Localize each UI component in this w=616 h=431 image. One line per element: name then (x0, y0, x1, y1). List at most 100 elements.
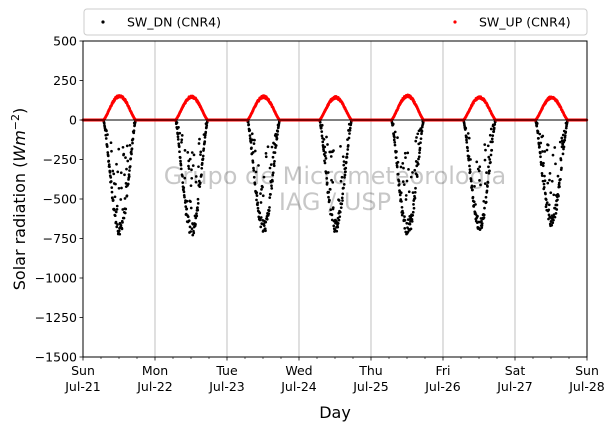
data-point (325, 176, 329, 180)
data-point (336, 221, 340, 225)
data-point (547, 213, 551, 217)
data-point (324, 157, 328, 160)
data-point (255, 191, 259, 194)
data-point (483, 206, 486, 210)
data-point (477, 169, 481, 173)
data-point (321, 140, 325, 144)
data-point (195, 214, 199, 218)
data-point (132, 129, 136, 133)
data-point (111, 169, 115, 173)
data-point (180, 138, 184, 142)
data-point (261, 185, 264, 189)
data-point (200, 166, 204, 170)
data-point (416, 132, 420, 136)
x-tick-label-date: Jul-27 (496, 379, 533, 394)
data-point (483, 158, 487, 162)
data-point (340, 202, 344, 206)
data-point (543, 150, 547, 153)
data-point (485, 189, 489, 193)
data-point (548, 178, 551, 182)
data-point (489, 160, 492, 164)
y-tick-label: −500 (43, 192, 77, 207)
data-point (403, 226, 407, 230)
data-point (539, 155, 542, 159)
data-point (395, 165, 399, 169)
data-point (268, 206, 271, 209)
x-tick-label-date: Jul-21 (64, 379, 101, 394)
data-point (332, 149, 335, 152)
data-point (199, 150, 203, 154)
data-point (348, 132, 351, 135)
plot-area (83, 41, 587, 357)
data-point (199, 153, 202, 156)
data-point (264, 220, 268, 224)
data-point (332, 224, 336, 228)
data-point (492, 130, 496, 134)
data-point (553, 215, 557, 219)
data-point (180, 134, 184, 137)
data-point (399, 191, 403, 195)
data-point (269, 193, 272, 196)
data-point (561, 152, 565, 156)
data-point (107, 163, 111, 166)
data-point (538, 132, 542, 136)
data-point (411, 191, 415, 194)
data-point (190, 176, 194, 180)
y-axis: 500 250 0 −250 −500 −750 −1000 −1250 −1500 (35, 34, 83, 365)
data-point (189, 230, 193, 233)
data-point (544, 198, 548, 201)
data-point (200, 173, 203, 177)
data-point (115, 225, 119, 229)
x-axis: SunJul-21MonJul-22TueJul-23WedJul-24ThuJ… (64, 357, 605, 394)
data-point (471, 195, 475, 199)
data-point (540, 174, 544, 177)
data-point (554, 162, 557, 166)
data-point (478, 165, 482, 169)
data-point (256, 201, 260, 205)
data-point (408, 222, 412, 226)
data-point (488, 133, 492, 137)
data-point (467, 136, 471, 140)
data-point (123, 173, 126, 177)
data-point (127, 175, 131, 178)
data-point (485, 171, 488, 174)
data-point (189, 184, 193, 188)
data-point (401, 180, 405, 183)
data-point (480, 219, 483, 223)
data-point (176, 137, 180, 141)
data-point (345, 152, 349, 156)
data-point (257, 164, 260, 167)
data-point (543, 174, 546, 178)
data-point (259, 201, 263, 204)
y-tick-label: −1000 (35, 271, 77, 286)
data-point (329, 155, 333, 158)
data-point (546, 181, 550, 185)
data-point (548, 172, 552, 175)
data-point (117, 186, 121, 190)
data-point (401, 211, 405, 215)
data-point (194, 175, 198, 178)
data-point (487, 155, 491, 159)
data-point (320, 134, 324, 138)
x-tick-label-day: Wed (285, 363, 312, 378)
data-point (123, 211, 127, 215)
data-point (108, 171, 112, 174)
data-point (331, 180, 335, 184)
data-point (327, 190, 331, 194)
data-point (253, 149, 257, 153)
data-point (395, 150, 398, 153)
data-point (465, 136, 469, 139)
data-point (398, 193, 402, 197)
data-point (179, 159, 182, 163)
data-point (110, 149, 113, 153)
data-point (396, 160, 400, 164)
data-point (183, 176, 187, 180)
data-point (272, 162, 276, 166)
data-point (338, 210, 342, 214)
data-point (396, 172, 400, 176)
data-point (393, 136, 396, 139)
data-point (405, 179, 409, 183)
data-point (187, 164, 190, 168)
data-point (329, 208, 333, 212)
data-point (203, 136, 207, 139)
